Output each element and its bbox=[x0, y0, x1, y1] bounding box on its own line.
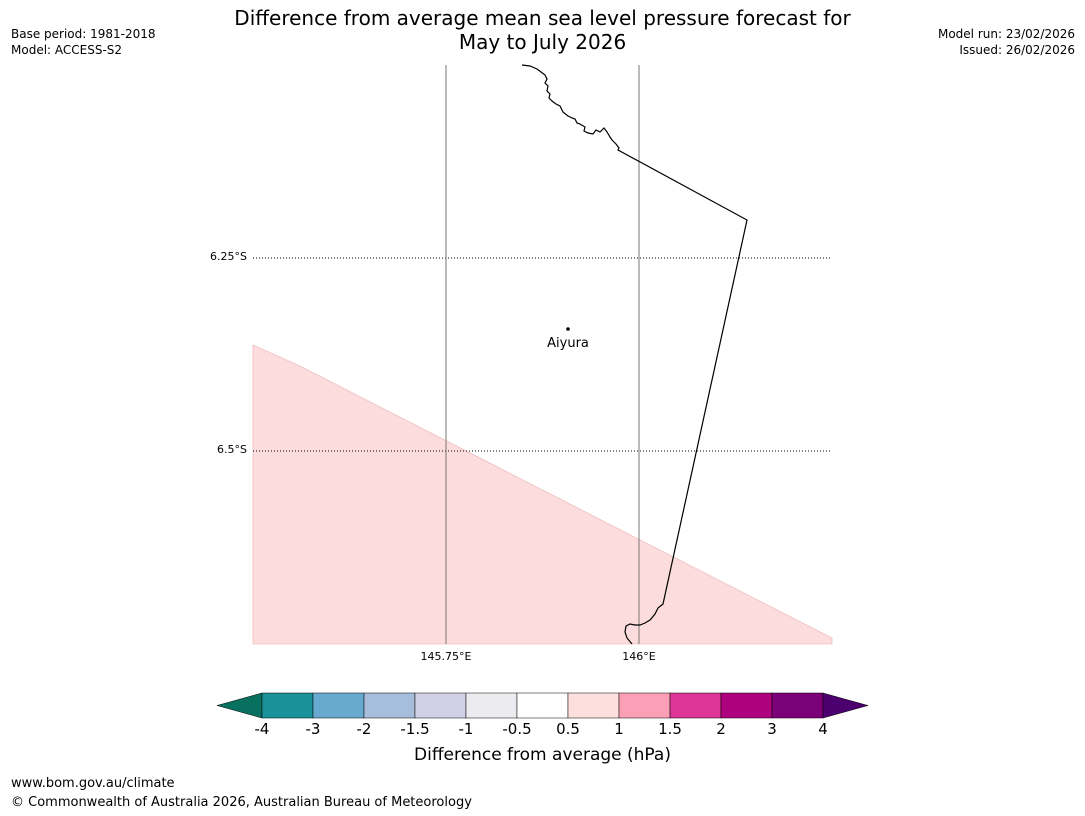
model-name: Model: ACCESS-S2 bbox=[11, 43, 123, 57]
colorbar-segment bbox=[414, 692, 467, 719]
colorbar-tick-label: -3 bbox=[305, 720, 321, 738]
colorbar-segment bbox=[669, 692, 722, 719]
colorbar-under-arrow bbox=[216, 692, 263, 719]
colorbar-tick-label: -0.5 bbox=[502, 720, 532, 738]
lat-label-6-25: 6.25°S bbox=[210, 250, 247, 263]
colorbar-tick-label: -2 bbox=[356, 720, 372, 738]
colorbar-tick-label: 1 bbox=[614, 720, 624, 738]
colorbar-title: Difference from average (hPa) bbox=[414, 745, 671, 765]
title-line-1: Difference from average mean sea level p… bbox=[234, 6, 851, 30]
colorbar-tick-label: -1 bbox=[458, 720, 474, 738]
colorbar-segment bbox=[720, 692, 773, 719]
footer-website[interactable]: www.bom.gov.au/climate bbox=[11, 776, 175, 791]
lon-label-146: 146°E bbox=[622, 650, 656, 663]
colorbar bbox=[216, 692, 869, 719]
place-label-aiyura: Aiyura bbox=[547, 336, 589, 351]
colorbar-segment bbox=[261, 692, 314, 719]
colorbar-tick-label: 0.5 bbox=[556, 720, 580, 738]
footer-copyright: © Commonwealth of Australia 2026, Austra… bbox=[11, 795, 472, 810]
province-boundary bbox=[521, 64, 748, 645]
colorbar-segment bbox=[567, 692, 620, 719]
base-period: Base period: 1981-2018 bbox=[11, 27, 156, 41]
colorbar-tick-label: -4 bbox=[254, 720, 270, 738]
anomaly-region bbox=[252, 344, 833, 645]
colorbar-segment bbox=[618, 692, 671, 719]
lon-label-145-75: 145.75°E bbox=[420, 650, 472, 663]
chart-title: Difference from average mean sea level p… bbox=[0, 6, 1085, 54]
meta-right: Model run: 23/02/2026 Issued: 26/02/2026 bbox=[938, 26, 1075, 58]
colorbar-over-arrow bbox=[822, 692, 869, 719]
aiyura-point-icon bbox=[566, 327, 570, 331]
colorbar-tick-label: 2 bbox=[716, 720, 726, 738]
lat-label-6-5: 6.5°S bbox=[217, 443, 247, 456]
model-run: Model run: 23/02/2026 bbox=[937, 27, 1075, 41]
title-line-2: May to July 2026 bbox=[458, 30, 627, 54]
issued-date: Issued: 26/02/2026 bbox=[959, 43, 1075, 57]
colorbar-tick-label: -1.5 bbox=[400, 720, 430, 738]
colorbar-segment bbox=[465, 692, 518, 719]
colorbar-segment bbox=[516, 692, 569, 719]
colorbar-tick-label: 3 bbox=[767, 720, 777, 738]
colorbar-tick-label: 1.5 bbox=[658, 720, 682, 738]
meta-left: Base period: 1981-2018 Model: ACCESS-S2 bbox=[11, 26, 156, 58]
colorbar-tick-label: 4 bbox=[818, 720, 828, 738]
colorbar-segment bbox=[312, 692, 365, 719]
colorbar-segment bbox=[771, 692, 824, 719]
colorbar-segment bbox=[363, 692, 416, 719]
